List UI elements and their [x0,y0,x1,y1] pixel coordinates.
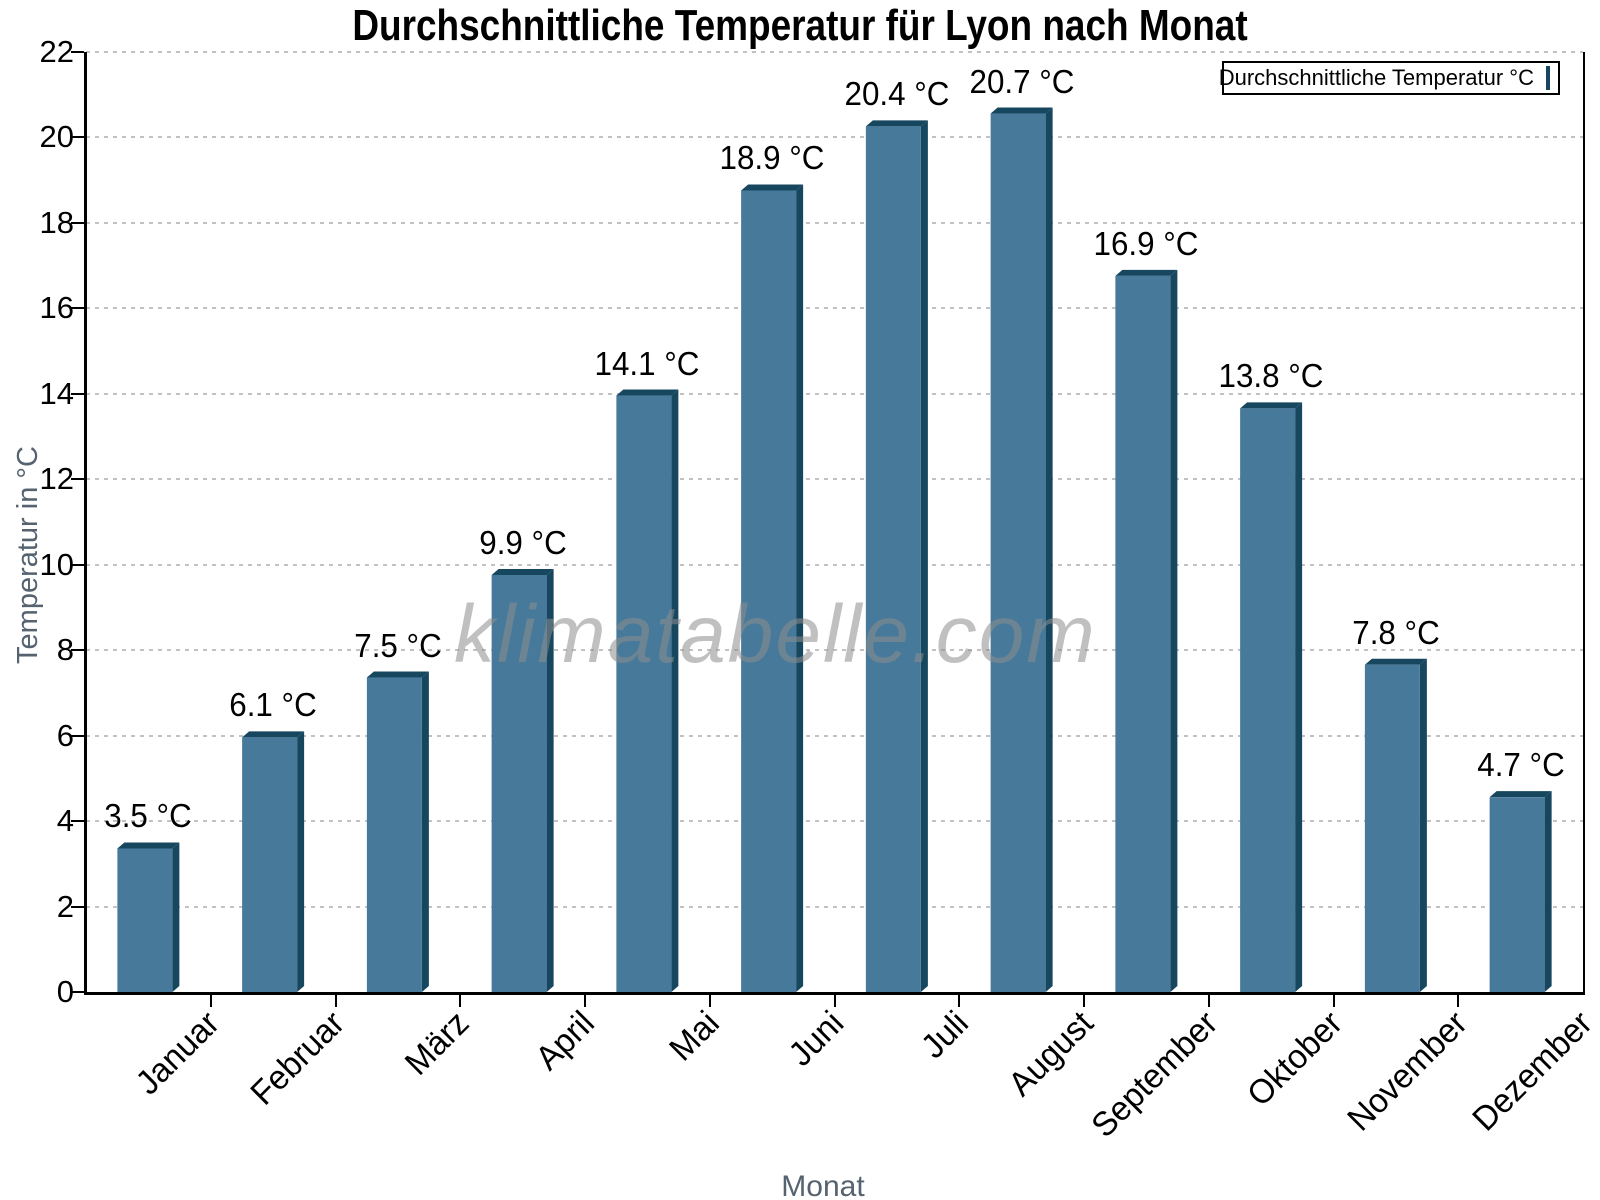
x-tick-4 [584,995,586,1007]
bar-value-label-märz: 7.5 °C [354,626,442,664]
x-tick-label-august: August [1001,1004,1101,1104]
y-tick-label-12: 12 [39,461,74,497]
x-tick-10 [1332,995,1335,1007]
bar-value-label-februar: 6.1 °C [229,686,317,724]
x-tick-9 [1207,995,1210,1007]
y-tick-label-4: 4 [56,803,74,839]
y-tick-2 [71,905,84,908]
gridline-2 [86,905,1583,908]
gridline-16 [86,307,1583,310]
x-tick-6 [833,995,836,1007]
bars-layer [117,107,1552,993]
chart-title: Durchschnittliche Temperatur für Lyon na… [352,1,1248,50]
y-tick-8 [71,649,84,652]
y-tick-20 [71,136,84,139]
gridline-4 [86,820,1583,823]
gridline-20 [86,136,1583,139]
x-tick-label-februar: Februar [243,1004,352,1113]
gridline-6 [86,734,1583,737]
bar-value-label-dezember: 4.7 °C [1476,746,1565,784]
bar-value-label-juli: 20.4 °C [844,75,950,113]
x-tick-label-januar: Januar [129,1004,228,1103]
x-axis-line [84,992,1585,995]
bar-mai[interactable] [616,389,679,993]
gridline-12 [86,478,1583,481]
bar-juli[interactable] [865,120,928,992]
gridline-18 [86,221,1583,224]
y-tick-label-8: 8 [56,632,74,668]
bar-value-label-januar: 3.5 °C [104,797,193,835]
bar-value-label-juni: 18.9 °C [719,139,825,177]
x-tick-label-april: April [527,1004,602,1078]
bar-januar[interactable] [117,842,180,992]
x-tick-label-märz: März [398,1004,477,1083]
x-tick-5 [708,995,711,1007]
y-tick-18 [71,221,84,224]
bar-märz[interactable] [366,671,429,992]
x-tick-1 [209,995,212,1007]
gridline-10 [86,563,1583,566]
bar-august[interactable] [990,107,1053,992]
x-axis-title: Monat [781,1170,865,1200]
plot-area: 3.5 °C 6.1 °C 7.5 °C 9.9 °C 14.1 °C 18.9 °C 20… [86,51,1583,993]
bar-september[interactable] [1115,269,1178,993]
y-tick-0 [71,991,84,993]
gridline-22 [86,51,1583,53]
legend-swatch-icon [1546,66,1550,90]
bar-value-label-mai: 14.1 °C [594,344,700,382]
x-tick-label-juni: Juni [781,1004,851,1074]
x-tick-label-mai: Mai [661,1004,727,1069]
x-tick-8 [1083,995,1085,1007]
x-tick-label-oktober: Oktober [1240,1004,1350,1114]
y-tick-label-18: 18 [39,204,74,240]
x-tick-label-juli: Juli [913,1004,976,1066]
y-tick-label-10: 10 [39,546,74,582]
bar-value-label-august: 20.7 °C [969,62,1075,100]
gridline-8 [86,649,1583,652]
bar-april[interactable] [491,569,554,992]
bar-november[interactable] [1364,658,1427,992]
bar-oktober[interactable] [1240,402,1303,992]
x-tick-3 [459,995,462,1007]
x-tick-label-september: September [1084,1004,1226,1145]
gridline-14 [86,392,1583,395]
y-tick-label-0: 0 [56,974,74,1009]
right-border-line [1583,52,1585,992]
y-tick-label-22: 22 [39,34,74,69]
bar-februar[interactable] [242,731,305,992]
y-tick-label-6: 6 [56,717,74,753]
x-tick-label-november: November [1340,1004,1475,1139]
y-tick-4 [71,820,84,823]
y-tick-22 [71,51,84,53]
x-tick-7 [958,995,961,1007]
y-tick-label-16: 16 [39,290,74,326]
bar-value-label-september: 16.9 °C [1093,224,1199,262]
x-tick-label-dezember: Dezember [1465,1004,1600,1139]
y-tick-6 [71,734,84,737]
y-tick-label-2: 2 [56,888,74,924]
y-tick-label-14: 14 [39,375,74,411]
x-tick-11 [1457,995,1460,1007]
bar-value-label-april: 9.9 °C [478,524,567,561]
legend-label: Durchschnittliche Temperatur °C [1218,65,1534,90]
y-tick-14 [71,392,84,395]
y-axis-line [84,52,87,995]
bar-value-label-november: 7.8 °C [1352,613,1440,651]
y-tick-label-20: 20 [39,119,74,155]
bar-juni[interactable] [741,184,804,993]
y-tick-12 [71,478,84,481]
watermark: klimatabelle.com [454,589,1097,680]
bar-value-label-oktober: 13.8 °C [1218,357,1324,395]
legend[interactable]: Durchschnittliche Temperatur °C [1218,61,1560,95]
bar-dezember[interactable] [1489,791,1552,992]
y-tick-10 [71,563,84,566]
y-tick-16 [71,307,84,310]
x-tick-2 [334,995,337,1007]
